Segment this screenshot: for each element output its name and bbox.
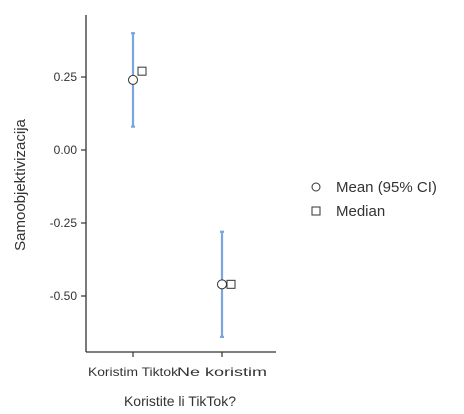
data-marks: [128, 32, 236, 338]
legend-mean-marker: [311, 182, 321, 192]
chart-axes: [85, 15, 276, 353]
median-point: [137, 66, 147, 76]
legend-median-label: Median: [336, 203, 385, 220]
y-tick-label: 0.25: [54, 70, 78, 84]
y-tick-label: 0.00: [54, 143, 78, 157]
x-tick-label: Koristim Tiktok: [88, 365, 179, 379]
legend-median-marker: [311, 206, 321, 216]
legend-mean-label: Mean (95% CI): [336, 179, 437, 196]
x-tick-label: Ne koristim: [177, 365, 267, 379]
median-point: [226, 279, 236, 289]
legend: Mean (95% CI) Median: [311, 179, 437, 220]
x-axis-title: Koristite li TikTok?: [124, 393, 236, 409]
mean-point: [128, 74, 138, 85]
y-axis-title: Samoobjektivizacija: [12, 118, 29, 250]
y-tick-label: -0.25: [50, 216, 78, 230]
y-tick-label: -0.50: [50, 289, 78, 303]
y-ticks: 0.25 0.00 -0.25 -0.50: [50, 70, 86, 303]
mean-point: [217, 279, 227, 290]
